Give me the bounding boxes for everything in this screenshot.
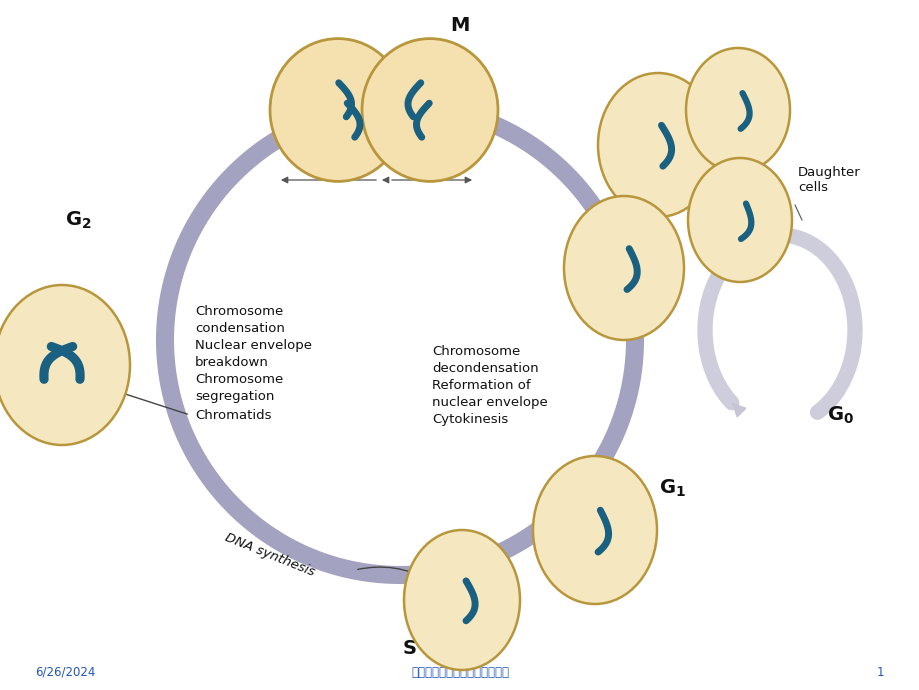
Ellipse shape xyxy=(0,285,130,445)
Text: DNA synthesis: DNA synthesis xyxy=(223,531,316,579)
Text: 6/26/2024: 6/26/2024 xyxy=(35,665,95,678)
Text: 常见化疗药物的使用顺序和机理: 常见化疗药物的使用顺序和机理 xyxy=(411,665,508,678)
Ellipse shape xyxy=(532,456,656,604)
Ellipse shape xyxy=(269,39,405,181)
Ellipse shape xyxy=(686,48,789,172)
Text: 1: 1 xyxy=(875,665,883,678)
Text: $\mathbf{G_2}$: $\mathbf{G_2}$ xyxy=(64,209,91,230)
Text: $\mathbf{G_1}$: $\mathbf{G_1}$ xyxy=(658,477,685,499)
Text: S: S xyxy=(403,638,416,658)
Text: Chromosome
condensation
Nuclear envelope
breakdown
Chromosome
segregation: Chromosome condensation Nuclear envelope… xyxy=(195,305,312,403)
Ellipse shape xyxy=(563,196,683,340)
Ellipse shape xyxy=(687,158,791,282)
Text: Chromosome
decondensation
Reformation of
nuclear envelope
Cytokinesis: Chromosome decondensation Reformation of… xyxy=(432,345,547,426)
Text: $\mathbf{G_0}$: $\mathbf{G_0}$ xyxy=(825,404,853,426)
Text: Chromatids: Chromatids xyxy=(195,408,271,422)
Ellipse shape xyxy=(361,39,497,181)
Ellipse shape xyxy=(403,530,519,670)
Ellipse shape xyxy=(597,73,717,217)
Text: Daughter
cells: Daughter cells xyxy=(797,166,860,194)
Text: M: M xyxy=(449,15,470,34)
